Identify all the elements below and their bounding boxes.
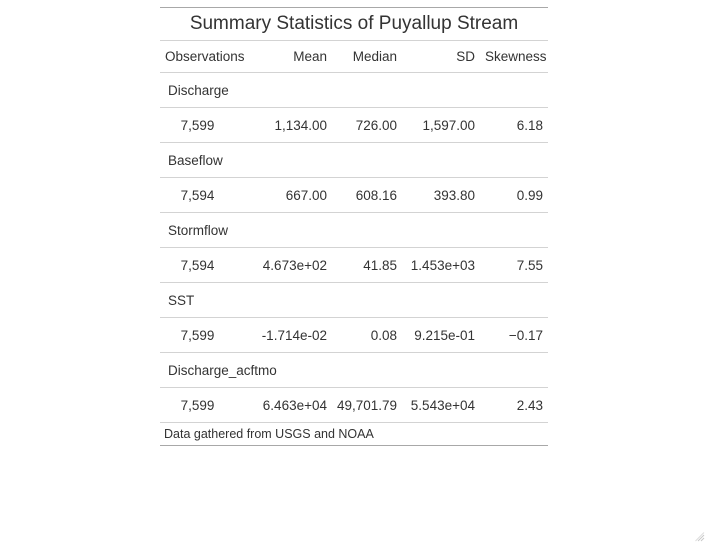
footnote-row: Data gathered from USGS and NOAA [160,422,549,446]
cell-sd: 9.215e-01 [402,317,480,353]
header-row: Observations Mean Median SD Skewness [160,40,549,73]
cell-sd: 393.80 [402,177,480,213]
summary-table: Summary Statistics of Puyallup Stream Ob… [160,7,549,446]
cell-mean: 1,134.00 [252,107,332,143]
cell-observations: 7,594 [160,247,252,283]
table-title: Summary Statistics of Puyallup Stream [160,7,549,41]
cell-median: 49,701.79 [332,387,402,423]
group-label: Stormflow [160,212,549,248]
cell-skewness: 0.99 [480,177,549,213]
group-row-sst: SST [160,282,549,318]
table-row: 7,599 6.463e+04 49,701.79 5.543e+04 2.43 [160,387,549,423]
cell-sd: 1.453e+03 [402,247,480,283]
cell-median: 0.08 [332,317,402,353]
resize-grip-icon[interactable] [695,532,705,542]
cell-median: 41.85 [332,247,402,283]
cell-mean: 667.00 [252,177,332,213]
group-row-stormflow: Stormflow [160,212,549,248]
table-row: 7,599 1,134.00 726.00 1,597.00 6.18 [160,107,549,143]
table-row: 7,594 667.00 608.16 393.80 0.99 [160,177,549,213]
cell-median: 608.16 [332,177,402,213]
cell-observations: 7,599 [160,387,252,423]
cell-skewness: 2.43 [480,387,549,423]
cell-mean: 6.463e+04 [252,387,332,423]
group-label: Discharge [160,72,549,108]
column-header-mean: Mean [252,40,332,73]
cell-mean: 4.673e+02 [252,247,332,283]
cell-observations: 7,594 [160,177,252,213]
cell-mean: -1.714e-02 [252,317,332,353]
title-row: Summary Statistics of Puyallup Stream [160,7,549,41]
column-header-observations: Observations [160,40,252,73]
column-header-median: Median [332,40,402,73]
column-header-sd: SD [402,40,480,73]
cell-skewness: 7.55 [480,247,549,283]
table-footnote: Data gathered from USGS and NOAA [160,422,549,446]
cell-observations: 7,599 [160,317,252,353]
cell-sd: 1,597.00 [402,107,480,143]
group-row-discharge-acftmo: Discharge_acftmo [160,352,549,388]
cell-sd: 5.543e+04 [402,387,480,423]
table-row: 7,594 4.673e+02 41.85 1.453e+03 7.55 [160,247,549,283]
group-label: Baseflow [160,142,549,178]
cell-observations: 7,599 [160,107,252,143]
table-row: 7,599 -1.714e-02 0.08 9.215e-01 −0.17 [160,317,549,353]
group-label: Discharge_acftmo [160,352,549,388]
group-row-discharge: Discharge [160,72,549,108]
cell-skewness: 6.18 [480,107,549,143]
cell-median: 726.00 [332,107,402,143]
group-label: SST [160,282,549,318]
cell-skewness: −0.17 [480,317,549,353]
group-row-baseflow: Baseflow [160,142,549,178]
column-header-skewness: Skewness [480,40,549,73]
summary-table-container: Summary Statistics of Puyallup Stream Ob… [160,7,549,446]
